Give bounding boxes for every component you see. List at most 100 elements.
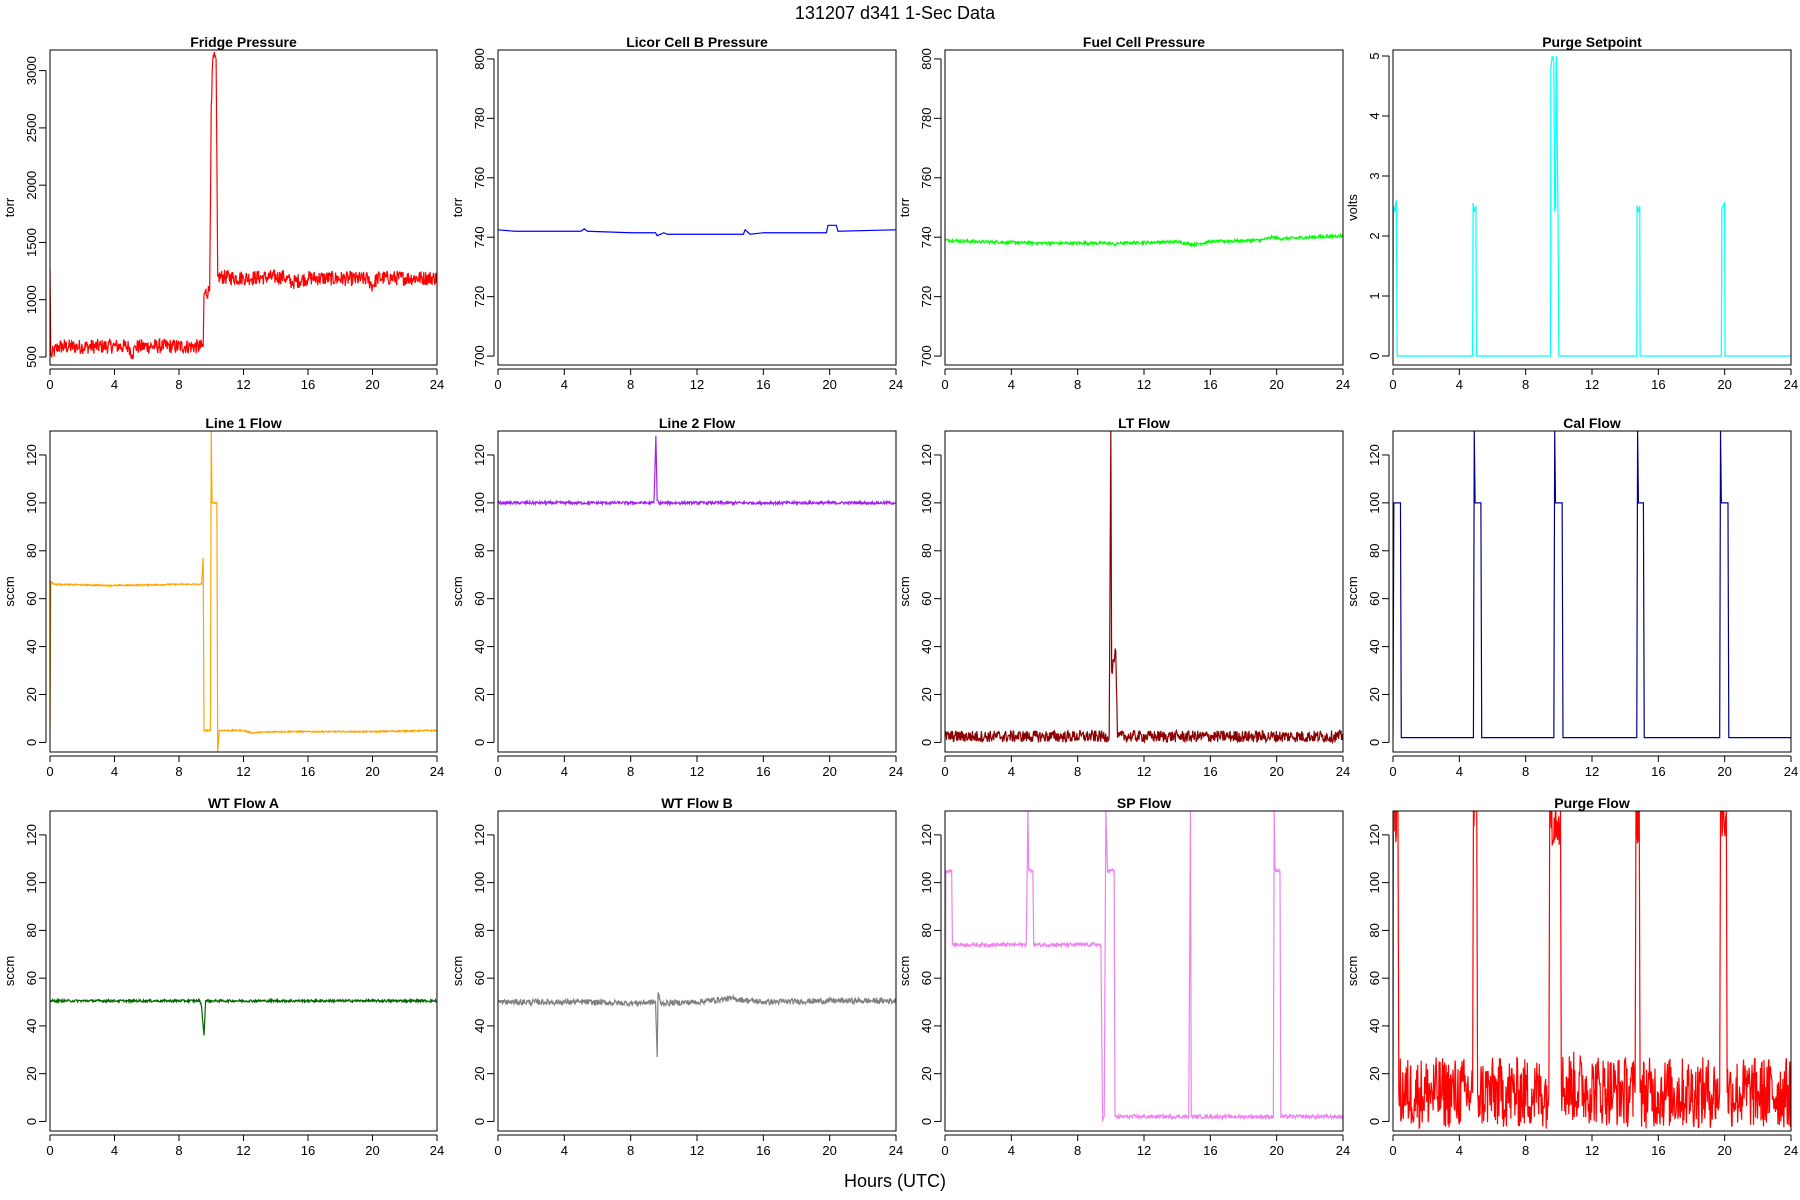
y-tick-label: 720 [919,286,934,308]
y-tick-label: 0 [472,1118,487,1125]
x-tick-label: 16 [1651,764,1665,779]
y-tick-label: 100 [1367,872,1382,894]
panel-title: WT Flow B [661,795,733,811]
x-tick-label: 16 [1203,1143,1217,1158]
y-tick-label: 80 [1367,923,1382,937]
y-tick-label: 60 [24,591,39,605]
x-tick-label: 24 [1336,764,1350,779]
x-tick-label: 24 [1784,764,1798,779]
y-tick-label: 2000 [24,171,39,200]
x-tick-label: 0 [46,1143,53,1158]
x-tick-label: 4 [1456,764,1463,779]
x-tick-label: 16 [1203,764,1217,779]
figure-title: 131207 d341 1-Sec Data [795,3,996,23]
x-tick-label: 0 [941,377,948,392]
y-tick-label: 80 [24,544,39,558]
x-tick-label: 0 [1389,1143,1396,1158]
y-tick-label: 40 [472,639,487,653]
y-tick-label: 1 [1367,292,1382,299]
y-tick-label: 80 [472,544,487,558]
y-tick-label: 120 [24,824,39,846]
x-tick-label: 8 [1522,764,1529,779]
x-tick-label: 0 [1389,377,1396,392]
x-tick-label: 0 [941,764,948,779]
y-tick-label: 100 [919,492,934,514]
x-tick-label: 4 [1008,764,1015,779]
y-tick-label: 0 [1367,352,1382,359]
y-tick-label: 40 [1367,1019,1382,1033]
x-tick-label: 20 [822,1143,836,1158]
y-axis-label: sccm [1345,956,1360,986]
x-tick-label: 24 [1784,377,1798,392]
y-axis-label: torr [897,197,912,217]
x-tick-label: 4 [111,377,118,392]
x-tick-label: 12 [1585,764,1599,779]
y-tick-label: 80 [472,923,487,937]
x-tick-label: 16 [756,377,770,392]
y-tick-label: 40 [919,1019,934,1033]
x-tick-label: 8 [175,1143,182,1158]
y-tick-label: 780 [472,107,487,129]
y-tick-label: 0 [472,739,487,746]
y-tick-label: 100 [472,872,487,894]
x-tick-label: 4 [561,377,568,392]
y-tick-label: 120 [472,824,487,846]
y-tick-label: 740 [472,226,487,248]
x-tick-label: 12 [236,377,250,392]
x-tick-label: 12 [1137,764,1151,779]
x-tick-label: 0 [494,377,501,392]
y-tick-label: 120 [1367,824,1382,846]
panel-2: Fuel Cell Pressure 0 4 8 12 16 20 24 700 720 740 76… [897,34,1350,392]
x-tick-label: 12 [1585,1143,1599,1158]
panel-title: Purge Setpoint [1542,34,1642,50]
y-tick-label: 100 [24,492,39,514]
plot-frame [1392,49,1792,366]
series-line [498,435,896,507]
y-tick-label: 120 [919,824,934,846]
x-tick-label: 4 [1008,1143,1015,1158]
x-tick-label: 12 [1137,377,1151,392]
y-tick-label: 20 [472,687,487,701]
series-line [945,811,1343,1122]
y-tick-label: 60 [919,591,934,605]
plot-frame [944,49,1344,366]
y-tick-label: 60 [919,971,934,985]
y-tick-label: 40 [24,639,39,653]
x-tick-label: 24 [430,764,444,779]
y-tick-label: 780 [919,107,934,129]
x-tick-label: 4 [561,1143,568,1158]
x-tick-label: 4 [1456,377,1463,392]
x-tick-label: 16 [756,1143,770,1158]
y-axis-label: sccm [2,576,17,606]
y-tick-label: 0 [1367,739,1382,746]
y-tick-label: 1500 [24,228,39,257]
plot-frame [49,430,438,753]
y-tick-label: 40 [1367,639,1382,653]
panel-title: Cal Flow [1563,415,1621,431]
series-line [50,51,437,360]
plot-frame [944,810,1344,1132]
x-tick-label: 20 [1717,764,1731,779]
y-tick-label: 80 [919,544,934,558]
panel-1: Licor Cell B Pressure 0 4 8 12 16 20 24 700 720 74… [450,34,903,392]
y-tick-label: 760 [472,167,487,189]
y-tick-label: 40 [472,1019,487,1033]
x-tick-label: 0 [1389,764,1396,779]
panel-5: Line 2 Flow 0 4 8 12 16 20 24 0 20 40 60 80 100 120 scc… [450,415,903,779]
panel-7: Cal Flow 0 4 8 12 16 20 24 0 20 40 60 80 100 120 sccm [1345,415,1798,779]
y-tick-label: 80 [919,923,934,937]
y-tick-label: 720 [472,286,487,308]
y-tick-label: 20 [24,687,39,701]
y-tick-label: 3 [1367,172,1382,179]
y-tick-label: 60 [1367,591,1382,605]
plot-frame [497,430,897,753]
x-tick-label: 12 [690,377,704,392]
y-tick-label: 20 [919,1066,934,1080]
panel-title: Fuel Cell Pressure [1083,34,1205,50]
x-tick-label: 16 [301,764,315,779]
y-tick-label: 120 [1367,444,1382,466]
x-tick-label: 8 [175,377,182,392]
panel-title: Purge Flow [1554,795,1630,811]
y-tick-label: 1000 [24,285,39,314]
